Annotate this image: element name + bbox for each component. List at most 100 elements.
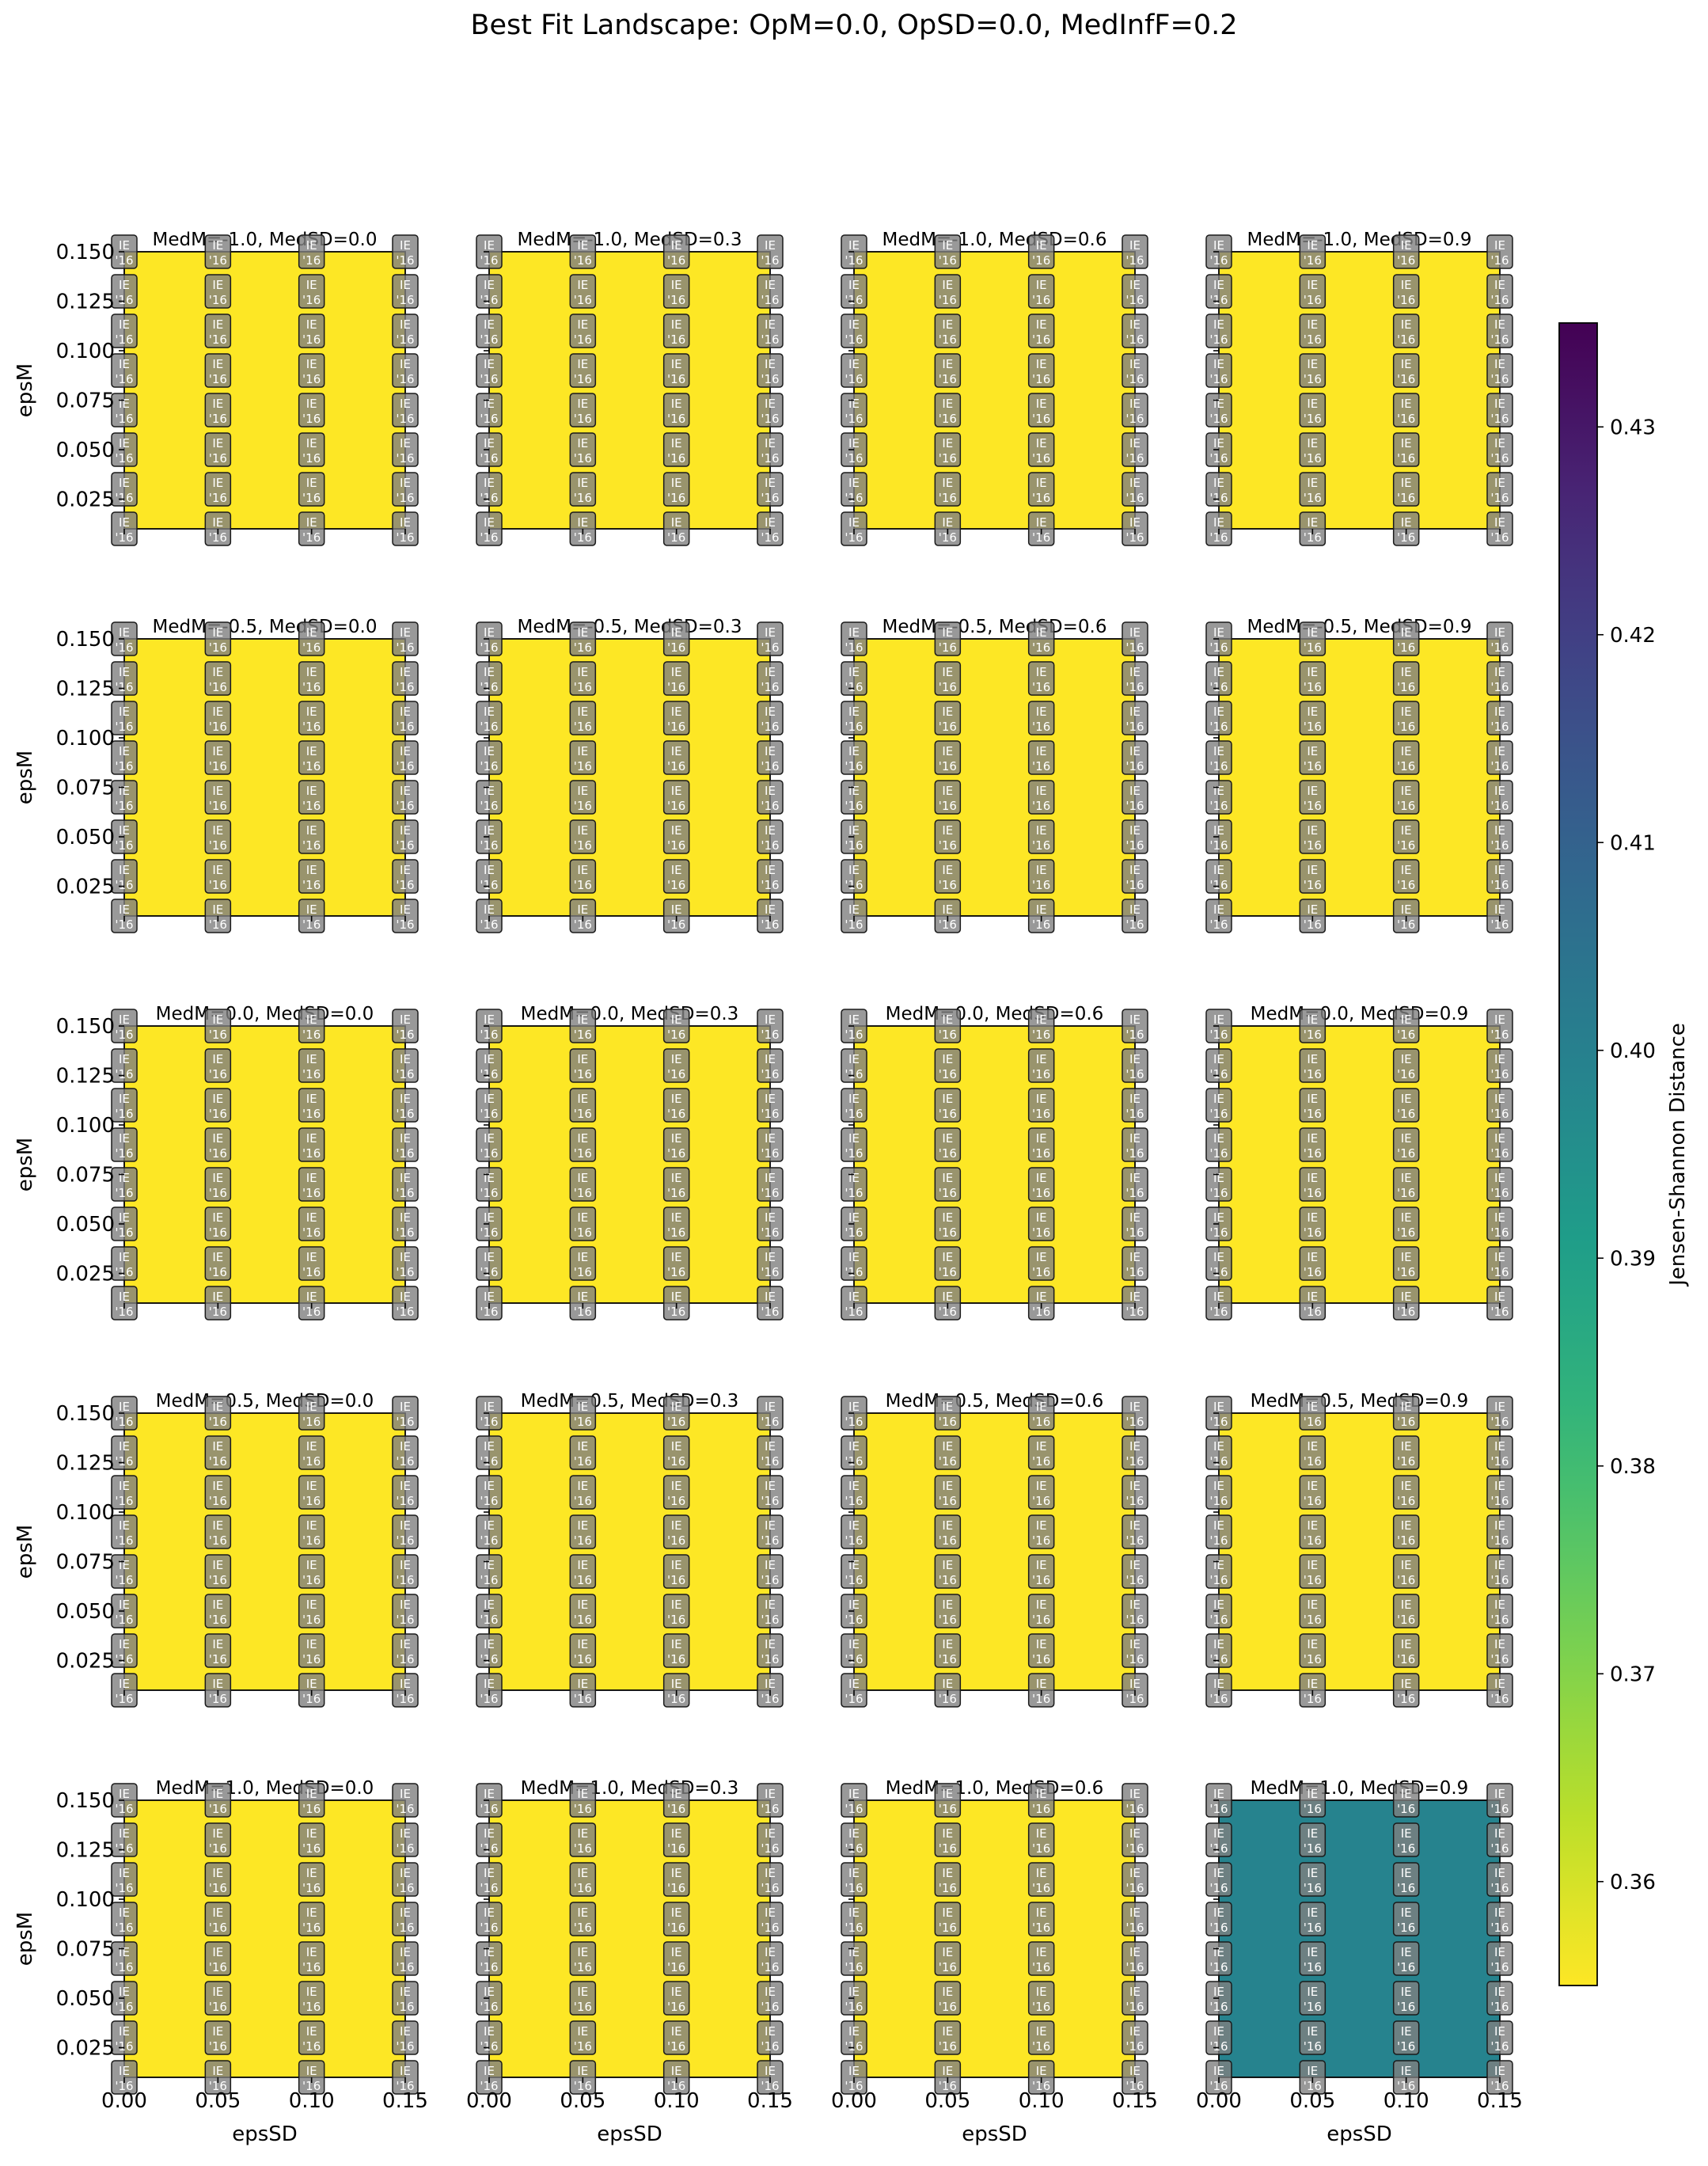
cell-annotation: IE'16 bbox=[298, 1088, 325, 1123]
cell-annotation: IE'16 bbox=[934, 1902, 962, 1936]
annotation-line-1: IE bbox=[848, 2064, 860, 2078]
annotation-line-2: '16 bbox=[761, 1613, 779, 1627]
cell-annotation: IE'16 bbox=[392, 1127, 419, 1162]
annotation-line-2: '16 bbox=[845, 1960, 863, 1974]
cell-annotation: IE'16 bbox=[841, 353, 867, 388]
annotation-line-1: IE bbox=[484, 357, 495, 371]
annotation-line-2: '16 bbox=[845, 759, 863, 773]
cell-annotation: IE'16 bbox=[1122, 1783, 1148, 1818]
annotation-line-1: IE bbox=[671, 823, 682, 838]
annotation-line-1: IE bbox=[1401, 436, 1412, 450]
cell-annotation: IE'16 bbox=[1392, 1088, 1420, 1123]
annotation-line-1: IE bbox=[1213, 476, 1224, 490]
cell-annotation: IE'16 bbox=[841, 1246, 867, 1281]
annotation-line-1: IE bbox=[1307, 1439, 1318, 1454]
annotation-line-1: IE bbox=[306, 1400, 317, 1414]
annotation-line-1: IE bbox=[577, 665, 588, 679]
annotation-box bbox=[1392, 661, 1420, 696]
annotation-line-2: '16 bbox=[1490, 1454, 1509, 1469]
axes-frame bbox=[853, 638, 1136, 917]
annotation-line-1: IE bbox=[848, 863, 860, 877]
annotation-line-2: '16 bbox=[667, 1265, 685, 1279]
annotation-line-1: IE bbox=[1401, 1945, 1412, 1959]
annotation-box bbox=[298, 859, 325, 894]
cell-annotation: IE'16 bbox=[1486, 1554, 1513, 1589]
annotation-box bbox=[1027, 274, 1055, 309]
annotation-line-1: IE bbox=[577, 1598, 588, 1612]
annotation-box bbox=[298, 701, 325, 735]
annotation-line-2: '16 bbox=[1490, 878, 1509, 892]
heatmap-cells bbox=[854, 639, 1135, 916]
annotation-line-1: IE bbox=[119, 823, 130, 838]
cell-annotation: IE'16 bbox=[204, 1981, 232, 2016]
annotation-box bbox=[476, 393, 503, 428]
annotation-line-1: IE bbox=[1036, 1677, 1047, 1691]
annotation-line-1: IE bbox=[1213, 625, 1224, 640]
annotation-line-1: IE bbox=[306, 1479, 317, 1493]
annotation-line-1: IE bbox=[765, 863, 776, 877]
annotation-line-2: '16 bbox=[667, 918, 685, 932]
annotation-line-2: '16 bbox=[1209, 1573, 1228, 1587]
annotation-line-2: '16 bbox=[302, 1494, 321, 1508]
annotation-line-1: IE bbox=[1307, 476, 1318, 490]
annotation-line-1: IE bbox=[577, 863, 588, 877]
annotation-box bbox=[111, 393, 138, 428]
cell-annotation: IE'16 bbox=[1486, 1783, 1513, 1818]
annotation-line-1: IE bbox=[306, 705, 317, 719]
ytick-label: 0.150 bbox=[56, 1402, 115, 1426]
cell-annotation: IE'16 bbox=[1486, 1862, 1513, 1897]
cell-annotation: IE'16 bbox=[392, 393, 419, 428]
annotation-line-2: '16 bbox=[396, 759, 414, 773]
cell-annotation: IE'16 bbox=[1392, 661, 1420, 696]
cell-annotation: IE'16 bbox=[1027, 353, 1055, 388]
annotation-box bbox=[111, 314, 138, 348]
annotation-box bbox=[662, 432, 690, 467]
cell-annotation: IE'16 bbox=[111, 1167, 138, 1202]
annotation-line-1: IE bbox=[1307, 744, 1318, 758]
annotation-line-1: IE bbox=[1213, 823, 1224, 838]
cell-annotation: IE'16 bbox=[1486, 1633, 1513, 1668]
cell-annotation: IE'16 bbox=[569, 2020, 597, 2055]
cell-annotation: IE'16 bbox=[1205, 1246, 1232, 1281]
annotation-line-1: IE bbox=[484, 317, 495, 332]
annotation-line-1: IE bbox=[1213, 744, 1224, 758]
annotation-line-1: IE bbox=[1494, 1558, 1505, 1572]
annotation-line-2: '16 bbox=[115, 1613, 133, 1627]
annotation-line-1: IE bbox=[1213, 1171, 1224, 1185]
annotation-line-2: '16 bbox=[1304, 1802, 1322, 1816]
annotation-line-2: '16 bbox=[845, 640, 863, 655]
annotation-line-2: '16 bbox=[1209, 2000, 1228, 2014]
annotation-line-1: IE bbox=[1036, 1479, 1047, 1493]
annotation-line-1: IE bbox=[306, 1131, 317, 1146]
cell-annotation: IE'16 bbox=[1122, 1554, 1148, 1589]
cell-annotation: IE'16 bbox=[392, 2020, 419, 2055]
annotation-line-1: IE bbox=[1401, 2064, 1412, 2078]
cell-annotation: IE'16 bbox=[662, 1435, 690, 1470]
annotation-line-1: IE bbox=[848, 823, 860, 838]
annotation-line-1: IE bbox=[1401, 1092, 1412, 1106]
annotation-box bbox=[569, 661, 597, 696]
annotation-line-1: IE bbox=[1213, 2064, 1224, 2078]
cell-annotation: IE'16 bbox=[1027, 1783, 1055, 1818]
annotation-line-1: IE bbox=[400, 1052, 411, 1066]
annotation-line-2: '16 bbox=[761, 1494, 779, 1508]
annotation-line-1: IE bbox=[212, 1171, 223, 1185]
annotation-line-1: IE bbox=[577, 1558, 588, 1572]
cell-annotation: IE'16 bbox=[392, 1475, 419, 1510]
annotation-line-2: '16 bbox=[396, 1802, 414, 1816]
annotation-line-2: '16 bbox=[1490, 1186, 1509, 1200]
annotation-line-1: IE bbox=[400, 823, 411, 838]
annotation-line-1: IE bbox=[212, 1092, 223, 1106]
cell-annotation: IE'16 bbox=[298, 1514, 325, 1549]
cell-annotation: IE'16 bbox=[934, 2020, 962, 2055]
cell-annotation: IE'16 bbox=[1205, 1514, 1232, 1549]
annotation-line-1: IE bbox=[765, 1866, 776, 1880]
annotation-line-1: IE bbox=[119, 1092, 130, 1106]
annotation-line-2: '16 bbox=[667, 1960, 685, 1974]
annotation-line-1: IE bbox=[119, 515, 130, 530]
annotation-line-2: '16 bbox=[1304, 1067, 1322, 1081]
annotation-box bbox=[841, 780, 867, 815]
annotation-line-2: '16 bbox=[209, 2000, 227, 2014]
annotation-line-1: IE bbox=[1494, 1677, 1505, 1691]
annotation-line-1: IE bbox=[1401, 1598, 1412, 1612]
